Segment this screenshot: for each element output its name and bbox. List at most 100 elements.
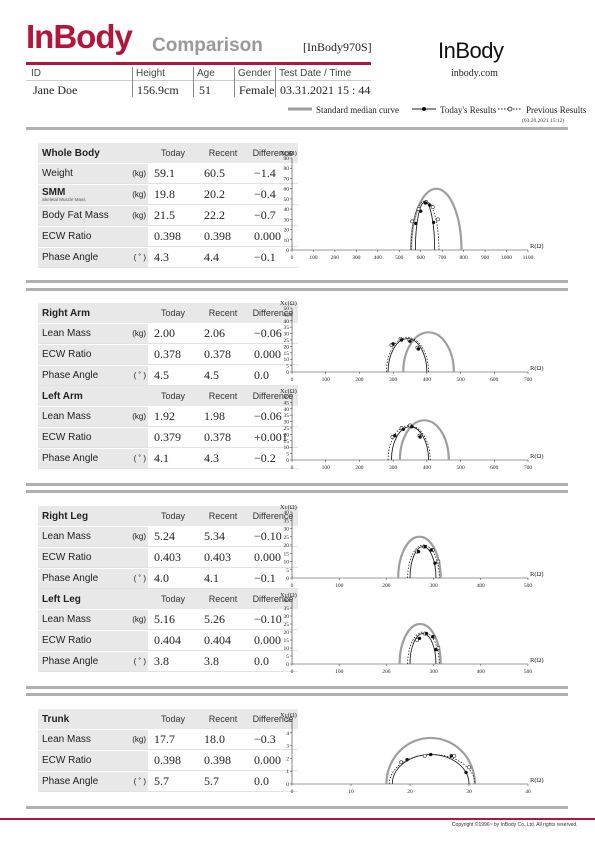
x-tick-label: 300 xyxy=(389,377,398,383)
previous-legend-marker xyxy=(507,106,513,112)
col-recent: Recent xyxy=(198,506,248,526)
median-curve xyxy=(385,736,476,785)
x-tick-label: 200 xyxy=(382,583,391,589)
today-point xyxy=(405,757,409,762)
y-tick-label: 0 xyxy=(286,576,289,582)
today-point xyxy=(401,427,405,431)
x-tick-label: 100 xyxy=(322,377,331,383)
y-tick-label: 4 xyxy=(286,731,289,737)
table-title: Left Leg xyxy=(38,589,148,609)
row-today: 4.0 xyxy=(148,569,198,589)
info-divider xyxy=(26,80,371,81)
previous-point xyxy=(452,753,457,758)
row-difference: 0.000 xyxy=(248,751,298,771)
y-tick-label: 25 xyxy=(284,338,290,344)
row-name: Lean Mass xyxy=(38,527,128,547)
y-tick-label: 60 xyxy=(284,187,290,193)
y-tick-label: 0 xyxy=(286,248,289,254)
left-arm-cole-plot: 0 100 200 300 400 500 600 700051015202530354045… xyxy=(280,388,544,471)
row-today: 4.1 xyxy=(148,449,198,469)
x-tick-label: 0 xyxy=(291,789,294,795)
x-tick-label: 500 xyxy=(524,669,533,675)
age-label: Age xyxy=(197,68,215,79)
row-today: 5.16 xyxy=(148,610,198,630)
col-today: Today xyxy=(148,506,198,526)
y-axis-label: Xc(Ω) xyxy=(280,300,297,307)
col-recent: Recent xyxy=(198,589,248,609)
row-today: 19.8 xyxy=(148,185,198,205)
y-tick-label: 40 xyxy=(284,510,290,516)
id-label: ID xyxy=(31,68,41,79)
y-tick-label: 80 xyxy=(284,166,290,172)
y-tick-label: 3 xyxy=(286,744,289,750)
today-point xyxy=(391,342,395,346)
row-difference: −0.2 xyxy=(248,449,298,469)
table-row: Phase Angle( ˚ ) 4.5 4.5 0.0 xyxy=(38,366,298,386)
row-unit: (kg) xyxy=(127,324,148,344)
col-recent: Recent xyxy=(198,709,248,729)
y-axis-label: Xc(Ω) xyxy=(280,592,297,599)
table-title: Right Arm xyxy=(38,303,148,323)
row-recent: 18.0 xyxy=(198,730,248,750)
row-unit: (kg) xyxy=(127,206,148,226)
today-point xyxy=(414,221,418,226)
row-unit: ( ˚ ) xyxy=(127,569,148,589)
x-tick-label: 0 xyxy=(291,669,294,675)
id-value: Jane Doe xyxy=(33,83,78,97)
today-point xyxy=(449,754,453,758)
median-curve xyxy=(398,419,450,461)
inbody-logo: InBody xyxy=(438,38,504,63)
y-tick-label: 5 xyxy=(286,364,289,370)
x-tick-label: 600 xyxy=(490,377,499,383)
row-recent: 20.2 xyxy=(198,185,248,205)
table-right-arm: Right Arm Today Recent Difference Lean Mass(… xyxy=(38,302,298,387)
x-tick-label: 0 xyxy=(291,255,294,261)
today-point xyxy=(393,433,397,438)
previous-point xyxy=(436,559,441,564)
previous-point xyxy=(410,219,415,224)
today-legend-label: Today's Results xyxy=(440,105,497,115)
gender-value: Female xyxy=(239,83,275,97)
row-name: Lean Mass xyxy=(38,407,128,427)
previous-curve xyxy=(407,631,440,665)
table-row: Phase Angle( ˚ ) 4.3 4.4 −0.1 xyxy=(38,248,298,268)
row-recent: 0.378 xyxy=(198,428,248,448)
row-unit xyxy=(127,548,148,568)
row-difference: −0.3 xyxy=(248,730,298,750)
x-tick-label: 100 xyxy=(322,465,331,471)
y-tick-label: 40 xyxy=(284,598,290,604)
y-tick-label: 20 xyxy=(284,344,290,350)
smm-sublabel: Skeletal Muscle Mass xyxy=(42,196,86,202)
row-name: ECW Ratio xyxy=(38,631,128,651)
row-today: 0.379 xyxy=(148,428,198,448)
row-difference: −0.7 xyxy=(248,206,298,226)
website-url: inbody.com xyxy=(451,68,498,79)
row-unit xyxy=(127,227,148,247)
col-difference: Difference xyxy=(248,143,298,163)
table-row: ECW Ratio 0.398 0.398 0.000 xyxy=(38,227,298,247)
chart-legend xyxy=(288,106,522,112)
today-curve xyxy=(391,754,470,785)
table-title: Whole Body xyxy=(38,143,148,163)
row-recent: 5.34 xyxy=(198,527,248,547)
row-difference: −0.10 xyxy=(248,610,298,630)
row-name: Lean Mass xyxy=(38,730,128,750)
today-point xyxy=(416,347,421,351)
table-row: Phase Angle( ˚ ) 4.1 4.3 −0.2 xyxy=(38,449,298,469)
today-curve xyxy=(409,633,437,665)
today-point xyxy=(424,631,429,636)
info-separator xyxy=(193,67,194,97)
y-axis-label: Xc(Ω) xyxy=(280,150,297,157)
col-recent: Recent xyxy=(198,143,248,163)
row-difference: 0.000 xyxy=(248,345,298,365)
table-row: Body Fat Mass (kg) 21.5 22.2 −0.7 xyxy=(38,206,298,226)
test-date-value: 03.31.2021 15 : 44 xyxy=(280,83,371,97)
y-tick-label: 30 xyxy=(284,217,290,223)
row-unit: (kg) xyxy=(127,164,148,184)
row-recent: 22.2 xyxy=(198,206,248,226)
x-tick-label: 300 xyxy=(429,583,438,589)
today-point xyxy=(430,635,435,639)
today-point xyxy=(433,561,437,565)
y-tick-label: 20 xyxy=(284,228,290,234)
